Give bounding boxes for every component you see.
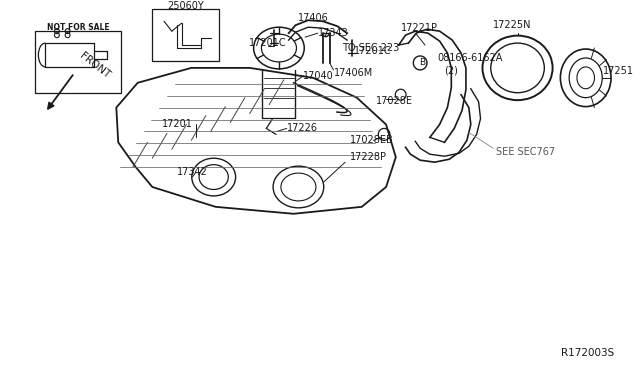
Text: 17343: 17343 — [318, 28, 349, 38]
Text: 17406: 17406 — [298, 13, 329, 23]
Text: 17226: 17226 — [287, 124, 317, 134]
Text: 17028EB: 17028EB — [350, 135, 394, 145]
Text: NOT FOR SALE: NOT FOR SALE — [47, 23, 109, 32]
Text: 17406M: 17406M — [335, 68, 374, 78]
Text: FRONT: FRONT — [77, 51, 111, 81]
Text: 17201C: 17201C — [249, 38, 286, 48]
Text: B: B — [419, 58, 425, 67]
Text: 17221P: 17221P — [401, 23, 438, 33]
Text: 08166-6162A: 08166-6162A — [438, 53, 503, 63]
Text: 17201: 17201 — [162, 119, 193, 129]
Text: 17228P: 17228P — [350, 152, 387, 162]
Text: 17201C: 17201C — [354, 46, 392, 56]
Text: SEE SEC767: SEE SEC767 — [496, 147, 556, 157]
Text: 17225N: 17225N — [493, 20, 532, 30]
Text: 17342: 17342 — [177, 167, 207, 177]
Text: (2): (2) — [445, 66, 458, 76]
Text: R172003S: R172003S — [561, 348, 614, 358]
Text: 17040: 17040 — [303, 71, 334, 81]
FancyBboxPatch shape — [152, 9, 219, 61]
Text: 17028E: 17028E — [376, 96, 413, 106]
Text: TO SEC.223: TO SEC.223 — [342, 43, 399, 53]
FancyBboxPatch shape — [35, 31, 121, 93]
Text: 17251: 17251 — [604, 66, 634, 76]
Text: 25060Y: 25060Y — [167, 1, 204, 12]
